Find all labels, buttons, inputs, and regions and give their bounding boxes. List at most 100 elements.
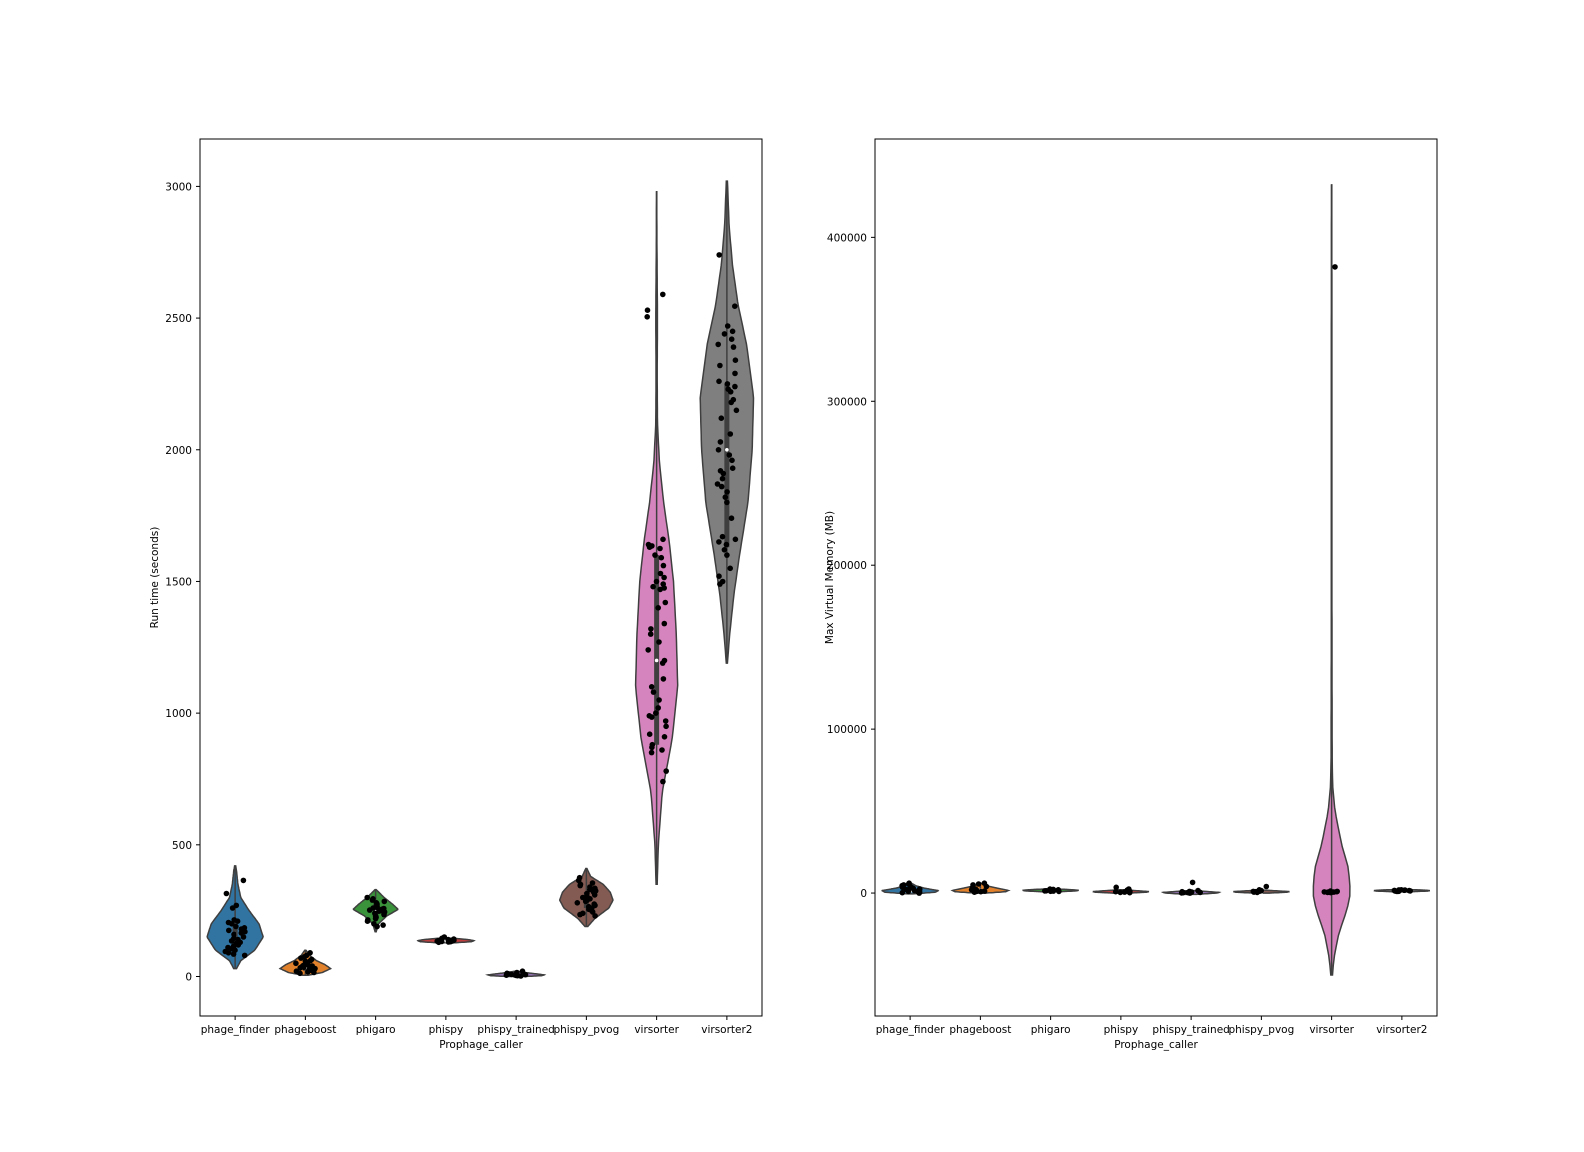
data-point-virsorter-runtime — [644, 307, 651, 314]
data-point-virsorter-runtime — [653, 710, 659, 716]
data-point-phispy-pvog-runtime — [591, 892, 598, 898]
data-point-phageboost-memory — [971, 889, 978, 895]
x-tick-label-virsorter-memory: virsorter — [1309, 1024, 1354, 1036]
data-point-phispy-trained-runtime — [522, 971, 529, 978]
data-point-virsorter2-runtime — [717, 581, 723, 587]
data-point-phispy-pvog-runtime — [592, 913, 598, 919]
data-point-virsorter-runtime — [644, 314, 650, 320]
data-point-virsorter2-runtime — [732, 357, 739, 364]
x-tick-label-phispy-trained-runtime: phispy_trained — [477, 1024, 554, 1036]
violins-runtime — [206, 180, 755, 978]
data-point-phigaro-runtime — [372, 915, 379, 922]
y-ticks-memory: 0 100000 200000 300000 400000 — [827, 232, 875, 900]
data-point-virsorter2-runtime — [732, 303, 738, 310]
data-point-phage-finder-memory — [899, 889, 906, 896]
data-point-virsorter-runtime — [645, 647, 651, 653]
data-point-phigaro-runtime — [374, 923, 380, 930]
data-point-virsorter2-runtime — [724, 489, 730, 495]
data-point-phispy-pvog-runtime — [589, 880, 596, 886]
y-tick-label-runtime: 1000 — [165, 708, 192, 720]
data-point-phigaro-runtime — [381, 898, 388, 905]
data-point-phage-finder-runtime — [230, 951, 237, 957]
data-point-phispy-pvog-runtime — [574, 900, 581, 906]
data-point-virsorter2-runtime — [715, 341, 721, 348]
data-point-phigaro-memory — [1056, 888, 1062, 895]
data-point-virsorter-memory — [1328, 889, 1334, 896]
plot-frame-memory — [874, 138, 1438, 1017]
data-point-phigaro-runtime — [380, 922, 386, 928]
data-point-virsorter2-runtime — [719, 475, 726, 482]
x-tick-label-phispy-memory: phispy — [1104, 1024, 1139, 1036]
data-point-virsorter2-runtime — [728, 399, 734, 406]
data-point-virsorter2-runtime — [730, 344, 737, 350]
points-runtime — [222, 252, 740, 979]
x-tick-label-phageboost-runtime: phageboost — [274, 1024, 336, 1036]
median-dot-virsorter2-runtime — [725, 447, 729, 452]
data-point-virsorter-runtime — [659, 660, 666, 666]
x-tick-label-virsorter-runtime: virsorter — [634, 1024, 679, 1036]
data-point-phage-finder-memory — [916, 890, 922, 896]
y-tick-label-memory: 200000 — [827, 560, 867, 572]
data-point-phispy-memory — [1112, 888, 1119, 895]
x-tick-label-phigaro-runtime: phigaro — [356, 1024, 396, 1036]
data-point-phispy-memory — [1113, 884, 1119, 891]
data-point-virsorter2-runtime — [715, 447, 722, 453]
y-tick-label-memory: 300000 — [827, 396, 867, 408]
data-point-virsorter-runtime — [660, 536, 666, 543]
data-point-phigaro-runtime — [366, 907, 373, 913]
data-point-virsorter-runtime — [663, 768, 669, 774]
data-point-phispy-trained-runtime — [518, 973, 524, 979]
data-point-virsorter-runtime — [655, 605, 661, 611]
x-tick-label-phispy-runtime: phispy — [429, 1024, 464, 1036]
data-point-virsorter2-runtime — [727, 389, 734, 395]
data-point-phage-finder-runtime — [240, 934, 247, 940]
data-point-virsorter2-runtime — [716, 573, 722, 579]
y-tick-label-memory: 400000 — [827, 232, 867, 244]
violins-memory — [881, 184, 1431, 976]
data-point-phage-finder-runtime — [229, 905, 236, 911]
data-point-virsorter2-memory — [1394, 888, 1400, 895]
data-point-phigaro-runtime — [364, 918, 371, 924]
data-point-phage-finder-runtime — [234, 918, 241, 924]
data-point-virsorter2-runtime — [724, 323, 731, 329]
data-point-virsorter2-runtime — [722, 494, 729, 501]
data-point-virsorter2-runtime — [726, 452, 733, 458]
data-point-phageboost-runtime — [297, 970, 303, 977]
data-point-virsorter-runtime — [660, 562, 667, 569]
data-point-phageboost-memory — [975, 881, 982, 887]
data-point-virsorter2-runtime — [718, 483, 725, 490]
x-ticks-runtime: phage_finder phageboost phigaro phispy phisp… — [201, 1016, 752, 1036]
data-point-virsorter-runtime — [656, 639, 662, 645]
data-point-virsorter-runtime — [661, 620, 668, 627]
data-point-phigaro-runtime — [369, 897, 376, 903]
x-tick-label-phage-finder-runtime: phage_finder — [201, 1024, 271, 1036]
data-point-phage-finder-runtime — [233, 923, 239, 930]
y-tick-label-memory: 100000 — [827, 724, 867, 736]
data-point-virsorter2-runtime — [720, 470, 727, 477]
runtime-violin-panel: 0 500 1000 1500 2000 2500 3000 phage_finder pha… — [149, 138, 763, 1051]
data-point-virsorter2-runtime — [717, 362, 723, 369]
data-point-phageboost-runtime — [298, 955, 304, 961]
data-point-phage-finder-runtime — [228, 938, 235, 944]
data-point-phispy-runtime — [445, 939, 452, 945]
data-point-virsorter2-runtime — [729, 457, 735, 464]
data-point-phispy-pvog-runtime — [577, 911, 583, 918]
data-point-virsorter-runtime — [662, 718, 669, 724]
data-point-phigaro-memory — [1047, 888, 1054, 895]
data-point-virsorter-runtime — [653, 578, 660, 585]
x-tick-label-virsorter2-memory: virsorter2 — [1376, 1024, 1427, 1036]
data-point-phispy-pvog-runtime — [577, 882, 583, 889]
data-point-phispy-runtime — [435, 939, 442, 946]
data-point-virsorter2-runtime — [727, 431, 734, 437]
y-tick-label-runtime: 2000 — [165, 445, 192, 457]
median-dot-virsorter-runtime — [654, 658, 659, 663]
data-point-phageboost-runtime — [311, 969, 317, 976]
y-tick-label-runtime: 2500 — [165, 313, 192, 325]
data-point-virsorter2-runtime — [718, 415, 725, 422]
data-point-virsorter2-runtime — [729, 465, 736, 472]
data-point-virsorter-runtime — [661, 574, 667, 581]
data-point-phispy-memory — [1121, 889, 1128, 895]
data-point-phageboost-runtime — [293, 960, 299, 967]
data-point-virsorter2-runtime — [721, 547, 728, 553]
